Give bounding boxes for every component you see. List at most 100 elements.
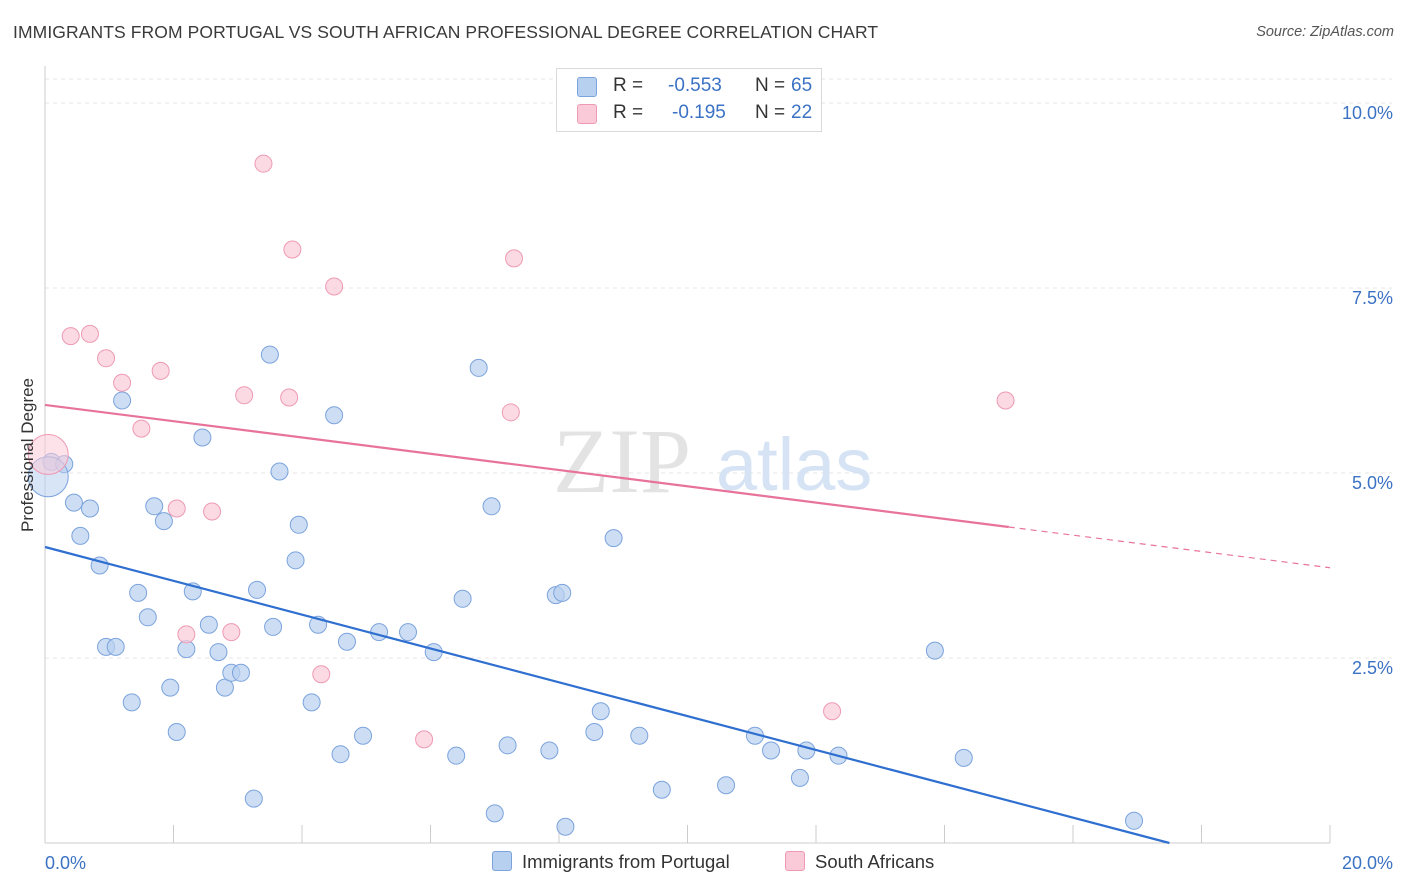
point-south-african bbox=[132, 419, 151, 438]
y-tick-label: 7.5% bbox=[1352, 288, 1393, 308]
point-portugal bbox=[337, 632, 356, 651]
point-portugal bbox=[106, 637, 125, 656]
point-portugal bbox=[270, 462, 289, 481]
point-portugal bbox=[585, 723, 604, 741]
point-portugal bbox=[482, 497, 501, 516]
legend-swatch-portugal bbox=[577, 77, 597, 97]
point-south-african bbox=[151, 361, 170, 380]
bottom-legend-swatch-portugal bbox=[492, 851, 512, 871]
legend-r-label: R = bbox=[613, 75, 644, 96]
legend-r-value: -0.553 bbox=[668, 75, 722, 96]
point-portugal bbox=[289, 515, 308, 534]
point-portugal bbox=[71, 526, 90, 545]
point-south-african bbox=[312, 665, 331, 684]
tick-labels: 2.5% 5.0% 7.5% 10.0% 0.0% 20.0% bbox=[45, 103, 1393, 873]
point-portugal bbox=[717, 776, 736, 795]
point-portugal bbox=[331, 745, 350, 764]
point-portugal bbox=[540, 741, 559, 760]
point-portugal bbox=[113, 391, 132, 410]
point-portugal bbox=[553, 583, 572, 602]
point-portugal bbox=[925, 641, 944, 660]
bottom-legend-portugal: Immigrants from Portugal bbox=[492, 851, 730, 873]
point-south-african bbox=[27, 434, 69, 475]
point-portugal bbox=[604, 529, 623, 548]
point-south-african bbox=[501, 403, 520, 422]
point-portugal bbox=[498, 736, 517, 755]
bottom-legend-label: South Africans bbox=[815, 851, 935, 872]
point-south-african bbox=[823, 702, 842, 721]
point-portugal bbox=[556, 817, 575, 836]
trend-line-south-african bbox=[44, 403, 1009, 529]
trend-lines bbox=[44, 403, 1331, 845]
watermark-zip: ZIP bbox=[553, 410, 691, 512]
point-south-african bbox=[325, 277, 344, 296]
point-portugal bbox=[453, 589, 472, 608]
point-portugal bbox=[652, 780, 671, 799]
point-portugal bbox=[485, 804, 504, 823]
point-portugal bbox=[138, 608, 157, 627]
watermark: ZIP atlas bbox=[553, 410, 872, 512]
point-portugal bbox=[244, 789, 263, 808]
point-portugal bbox=[762, 741, 781, 760]
point-portugal bbox=[797, 741, 816, 760]
y-axis-label: Professional Degree bbox=[18, 378, 37, 532]
bottom-legend-label: Immigrants from Portugal bbox=[522, 851, 730, 872]
point-south-african bbox=[80, 324, 99, 343]
legend-swatch-south-african bbox=[577, 104, 597, 124]
point-portugal bbox=[399, 623, 418, 642]
legend-r-value: -0.195 bbox=[672, 102, 726, 123]
point-south-african bbox=[61, 327, 80, 346]
point-south-african bbox=[97, 349, 116, 368]
point-portugal bbox=[354, 726, 373, 745]
trend-line-portugal bbox=[44, 545, 1170, 845]
point-south-african bbox=[415, 730, 434, 749]
point-south-african bbox=[505, 249, 524, 268]
point-portugal bbox=[129, 583, 148, 602]
trend-line-south-african-extension bbox=[1008, 526, 1331, 569]
x-tick-label: 20.0% bbox=[1342, 853, 1393, 873]
y-tick-label: 5.0% bbox=[1352, 473, 1393, 493]
point-portugal bbox=[260, 345, 279, 364]
point-south-african bbox=[167, 499, 186, 518]
y-tick-label: 2.5% bbox=[1352, 658, 1393, 678]
point-portugal bbox=[161, 678, 180, 697]
point-portugal bbox=[790, 768, 809, 787]
point-south-african bbox=[235, 386, 254, 405]
point-portugal bbox=[302, 693, 321, 712]
y-tick-label: 10.0% bbox=[1342, 103, 1393, 123]
point-portugal bbox=[80, 499, 99, 518]
point-portugal bbox=[145, 497, 164, 516]
point-portugal bbox=[424, 643, 443, 662]
point-south-african bbox=[996, 391, 1015, 410]
bottom-legend-swatch-south-african bbox=[785, 851, 805, 871]
legend-n-label: N = bbox=[755, 75, 786, 96]
legend-n-value: 65 bbox=[791, 75, 813, 96]
x-tick-label: 0.0% bbox=[45, 853, 86, 873]
point-south-african bbox=[203, 502, 222, 521]
correlation-legend: R = -0.553 N = 65 R = -0.195 N = 22 bbox=[556, 68, 822, 132]
point-portugal bbox=[447, 746, 466, 765]
point-portugal bbox=[264, 617, 283, 636]
legend-n-value: 22 bbox=[791, 102, 813, 123]
point-south-african bbox=[177, 625, 196, 644]
point-portugal bbox=[630, 726, 649, 745]
legend-n-label: N = bbox=[755, 102, 786, 123]
gridlines bbox=[45, 78, 1392, 659]
source-label: Source: ZipAtlas.com bbox=[1256, 24, 1394, 40]
chart-title: IMMIGRANTS FROM PORTUGAL VS SOUTH AFRICA… bbox=[13, 22, 879, 42]
point-south-african bbox=[254, 154, 273, 173]
legend-r-label: R = bbox=[613, 102, 644, 123]
point-portugal bbox=[325, 406, 344, 425]
point-south-african bbox=[222, 623, 241, 642]
point-portugal bbox=[193, 428, 212, 447]
point-portugal bbox=[248, 580, 267, 599]
point-portugal bbox=[64, 493, 83, 512]
point-portugal bbox=[954, 748, 973, 767]
point-portugal bbox=[154, 512, 173, 531]
point-portugal bbox=[231, 663, 250, 682]
point-portugal bbox=[370, 623, 389, 642]
data-points bbox=[27, 154, 1144, 836]
bottom-legend-south-african: South Africans bbox=[785, 851, 934, 873]
point-portugal bbox=[286, 551, 305, 570]
